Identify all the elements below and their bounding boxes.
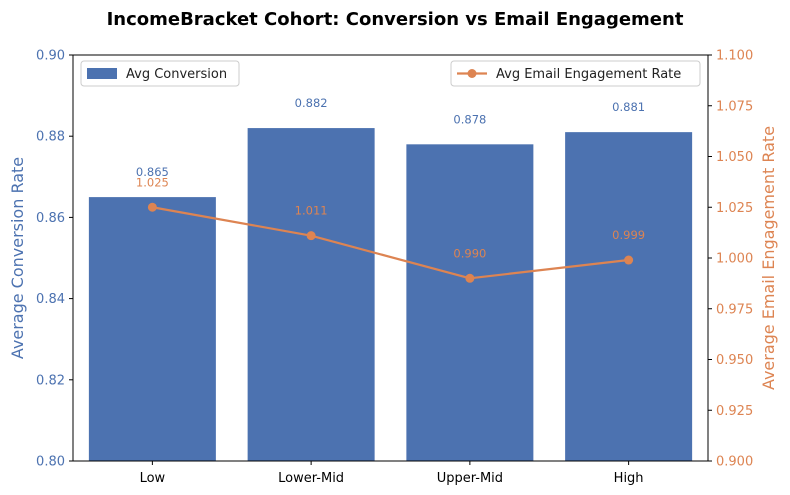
engagement-point xyxy=(147,202,157,212)
conversion-data-label: 0.878 xyxy=(453,112,486,126)
right-tick-label: 1.025 xyxy=(716,201,753,216)
left-tick-label: 0.86 xyxy=(36,211,65,226)
engagement-line xyxy=(151,206,630,280)
left-tick-label: 0.80 xyxy=(36,455,65,470)
left-axis-label: Average Conversion Rate xyxy=(8,157,27,359)
x-tick-label: High xyxy=(614,471,644,486)
right-tick-label: 0.900 xyxy=(716,455,753,470)
conversion-data-label: 0.881 xyxy=(612,100,645,114)
engagement-data-label: 0.999 xyxy=(612,228,645,242)
conversion-data-label: 0.882 xyxy=(295,96,328,110)
conversion-bar xyxy=(88,197,216,461)
engagement-data-label: 1.011 xyxy=(295,204,328,218)
bar-legend: Avg Conversion xyxy=(80,60,240,87)
right-tick-label: 1.075 xyxy=(716,99,753,114)
line-layer xyxy=(147,202,634,283)
left-tick-label: 0.82 xyxy=(36,373,65,388)
bar-legend-box xyxy=(80,60,240,87)
x-tick-label: Low xyxy=(140,471,166,486)
right-axis-label: Average Email Engagement Rate xyxy=(759,126,778,390)
line-legend-marker xyxy=(467,69,477,78)
engagement-point xyxy=(465,273,475,283)
conversion-bar xyxy=(565,132,693,461)
bars-layer xyxy=(88,128,693,461)
bar-legend-label: Avg Conversion xyxy=(126,67,227,82)
right-tick-label: 1.100 xyxy=(716,49,753,64)
x-tick-label: Lower-Mid xyxy=(278,471,344,486)
right-tick-label: 0.925 xyxy=(716,404,753,419)
engagement-point xyxy=(624,255,634,265)
right-tick-label: 1.000 xyxy=(716,252,753,267)
right-tick-label: 0.975 xyxy=(716,302,753,317)
conversion-data-label: 0.865 xyxy=(136,165,169,179)
engagement-point xyxy=(306,231,316,241)
right-tick-label: 1.050 xyxy=(716,150,753,165)
legend-layer: Avg Conversion Avg Email Engagement Rate xyxy=(80,60,701,87)
x-tick-label: Upper-Mid xyxy=(437,471,503,486)
engagement-data-label: 1.025 xyxy=(136,175,169,189)
line-legend-label: Avg Email Engagement Rate xyxy=(496,67,681,82)
chart-title: IncomeBracket Cohort: Conversion vs Emai… xyxy=(107,9,684,30)
labels-layer: 0.865 0.882 0.878 0.881 1.025 1.011 0.990 0.999 xyxy=(136,96,645,260)
line-legend-box xyxy=(450,60,701,87)
conversion-bar xyxy=(247,128,375,461)
left-tick-label: 0.84 xyxy=(36,292,65,307)
left-tick-label: 0.88 xyxy=(36,130,65,145)
line-legend: Avg Email Engagement Rate xyxy=(450,60,701,87)
axes-layer: 0.80 0.82 0.84 0.86 0.88 0.90 0.900 0.925 0.950 0… xyxy=(8,49,778,487)
engagement-data-label: 0.990 xyxy=(453,246,486,260)
conversion-bar xyxy=(406,144,534,461)
bar-legend-swatch xyxy=(87,68,117,79)
left-tick-label: 0.90 xyxy=(36,49,65,64)
right-tick-label: 0.950 xyxy=(716,353,753,368)
